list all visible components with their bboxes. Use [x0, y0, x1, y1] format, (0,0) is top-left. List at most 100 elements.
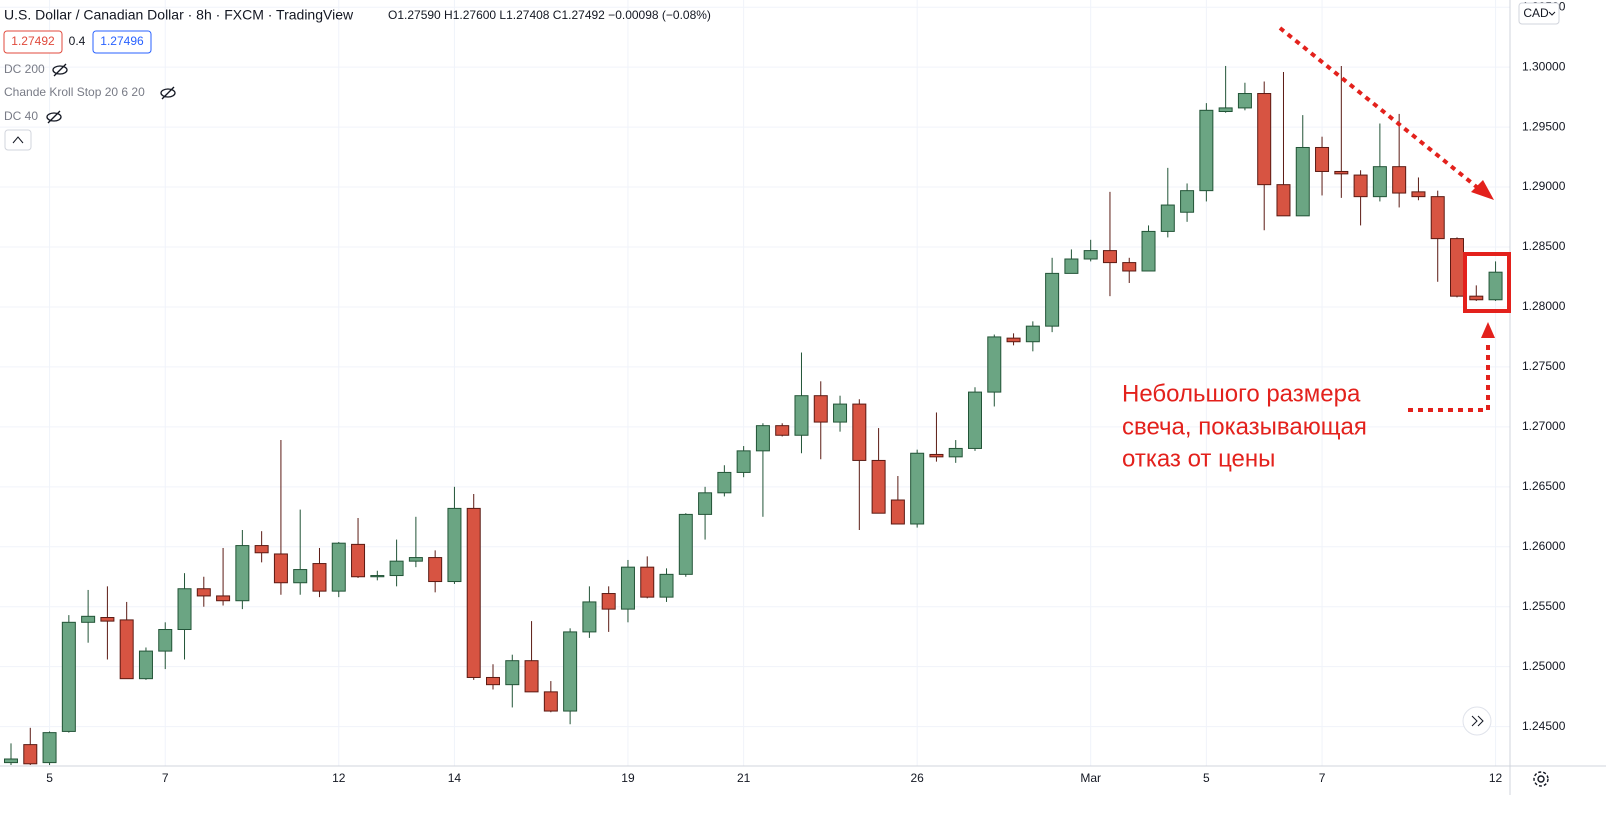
candle-body: [968, 391, 982, 449]
candle-body: [428, 557, 443, 583]
hidden-icons[interactable]: [46, 63, 176, 124]
collapse-button[interactable]: [4, 129, 32, 151]
x-tick-label: 5: [46, 771, 53, 785]
y-tick-label: 1.29000: [1522, 179, 1566, 193]
candle-body: [1064, 258, 1079, 274]
candle-body: [1122, 262, 1137, 272]
arrow-head: [1481, 322, 1495, 338]
y-tick-label: 1.30000: [1522, 59, 1566, 73]
y-tick-label: 1.26000: [1522, 539, 1566, 553]
candle-body: [1392, 166, 1407, 194]
candle-body: [794, 395, 809, 436]
candle-body: [1372, 166, 1387, 198]
candle-body: [1102, 250, 1117, 264]
candle-body: [1025, 325, 1040, 343]
candle-body: [948, 447, 963, 458]
candle-body: [331, 542, 346, 592]
annotation-text: Небольшого размера: [1122, 380, 1361, 407]
currency-button[interactable]: [1518, 2, 1560, 25]
candle-body: [254, 545, 269, 554]
candle-body: [1295, 146, 1310, 217]
x-tick-label: 12: [1489, 771, 1503, 785]
arrow-head: [1471, 180, 1494, 200]
candle-body: [119, 619, 134, 680]
candle-body: [601, 593, 616, 610]
candle-body: [929, 453, 944, 458]
ask-box[interactable]: [92, 30, 152, 54]
indicator-label: DC 40: [4, 109, 38, 123]
candle-body: [582, 601, 597, 633]
chart-title: U.S. Dollar / Canadian Dollar · 8h · FXC…: [4, 7, 354, 23]
candle-body: [678, 513, 693, 575]
settings-icon[interactable]: [1533, 771, 1549, 787]
ask-price: 1.27496: [100, 34, 144, 48]
x-tick-label: 7: [162, 771, 169, 785]
candle-body: [23, 744, 38, 765]
candle-body: [1353, 174, 1368, 198]
candle-body: [370, 575, 385, 578]
candle-body: [524, 660, 539, 693]
x-tick-label: 7: [1319, 771, 1326, 785]
candle-body: [389, 560, 404, 577]
y-tick-label: 1.27500: [1522, 359, 1566, 373]
candle-body: [486, 676, 500, 686]
candle-body: [408, 557, 423, 562]
spread: 0.4: [69, 34, 86, 48]
candle-body: [1334, 170, 1349, 175]
y-tick-label: 1.27000: [1522, 419, 1566, 433]
candle-body: [1006, 337, 1021, 343]
indicator-label: Chande Kroll Stop 20 6 20: [4, 85, 145, 99]
candle-body: [61, 621, 76, 732]
candle-body: [351, 543, 366, 578]
candle-body: [1469, 295, 1484, 301]
candle-body: [1218, 107, 1233, 113]
bid-price: 1.27492: [11, 34, 55, 48]
candle-body: [42, 732, 57, 764]
y-tick-label: 1.28000: [1522, 299, 1566, 313]
candle-body: [620, 566, 635, 610]
candle-body: [177, 588, 192, 631]
candle-body: [1257, 93, 1272, 186]
candle-body: [755, 425, 770, 452]
candle-body: [1045, 272, 1060, 327]
candle-body: [1276, 184, 1291, 217]
candle-body: [775, 425, 790, 436]
candle-body: [100, 617, 115, 622]
candles: [4, 65, 1503, 765]
candle-body: [447, 507, 462, 583]
currency-caret: [1548, 11, 1556, 16]
grid: [0, 0, 1510, 766]
candle-body: [543, 691, 558, 712]
y-tick-label: 1.25500: [1522, 599, 1566, 613]
candle-body: [563, 631, 578, 712]
x-tick-label: 21: [737, 771, 751, 785]
annotation-text: отказ от цены: [1122, 445, 1275, 472]
candle-body: [813, 395, 828, 423]
candle-body: [736, 450, 751, 473]
candle-body: [1180, 190, 1195, 213]
x-tick-label: 12: [332, 771, 346, 785]
indicator-label: DC 200: [4, 62, 45, 76]
y-tick-label: 1.24500: [1522, 719, 1566, 733]
x-tick-label: 14: [448, 771, 462, 785]
candle-body: [216, 595, 231, 602]
candle-body: [273, 553, 288, 584]
candle-body: [1237, 93, 1252, 109]
candle-body: [852, 403, 867, 461]
candle-body: [987, 336, 1002, 393]
candle-body: [833, 403, 848, 423]
bid-box[interactable]: [3, 30, 63, 54]
candle-body: [1141, 230, 1156, 272]
collapse-icon: [12, 136, 24, 144]
candle-body: [717, 471, 732, 494]
candle-body: [1083, 250, 1098, 260]
ohlc-legend: O1.27590 H1.27600 L1.27408 C1.27492 −0.0…: [388, 8, 711, 22]
y-tick-label: 1.28500: [1522, 239, 1566, 253]
candle-body: [698, 492, 713, 515]
candle-body: [505, 660, 520, 686]
candle-body: [235, 545, 250, 602]
x-tick-label: 19: [621, 771, 635, 785]
candle-body: [1411, 191, 1426, 198]
candle-body: [1199, 109, 1214, 192]
candle-body: [81, 615, 96, 623]
